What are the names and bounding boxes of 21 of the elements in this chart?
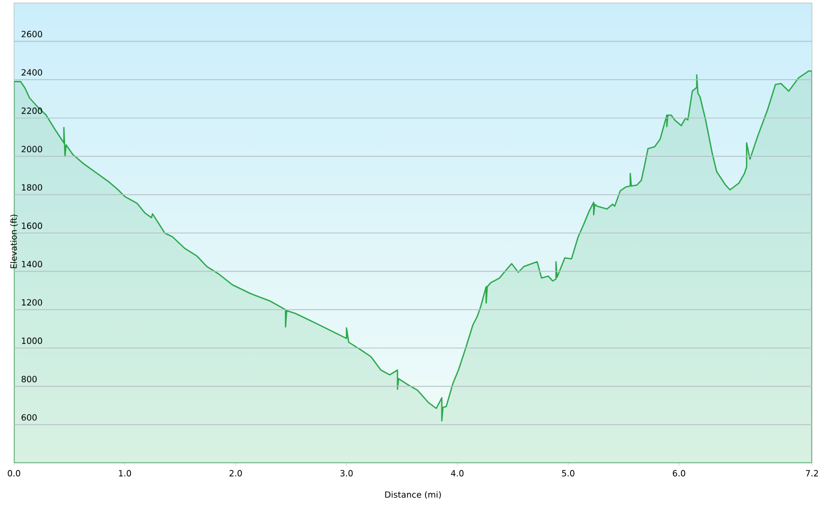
y-tick-label: 2600 bbox=[22, 30, 42, 38]
x-tick-label: 3.0 bbox=[340, 470, 353, 476]
y-axis-title: Elevation (ft) bbox=[10, 214, 18, 268]
y-tick-label: 1800 bbox=[22, 184, 42, 191]
x-tick-label: 7.2 bbox=[806, 470, 818, 476]
x-axis-title: Distance (mi) bbox=[385, 491, 441, 499]
x-tick-label: 5.0 bbox=[562, 470, 574, 476]
y-tick-label: 2400 bbox=[22, 69, 42, 76]
x-tick-label: 4.0 bbox=[451, 470, 464, 476]
y-tick-label: 2000 bbox=[22, 146, 42, 152]
y-tick-label: 800 bbox=[22, 376, 37, 382]
x-tick-label: 6.0 bbox=[672, 470, 686, 476]
y-tick-label: 1400 bbox=[22, 260, 42, 268]
x-tick-label: 0.0 bbox=[8, 470, 20, 476]
y-tick-label: 600 bbox=[22, 414, 37, 421]
y-tick-label: 1200 bbox=[22, 299, 42, 306]
y-tick-label: 2200 bbox=[22, 108, 42, 114]
x-tick-label: 1.0 bbox=[119, 470, 132, 476]
y-tick-label: 1600 bbox=[22, 222, 42, 229]
x-tick-label: 2.0 bbox=[230, 470, 242, 476]
y-tick-label: 1000 bbox=[22, 338, 42, 344]
